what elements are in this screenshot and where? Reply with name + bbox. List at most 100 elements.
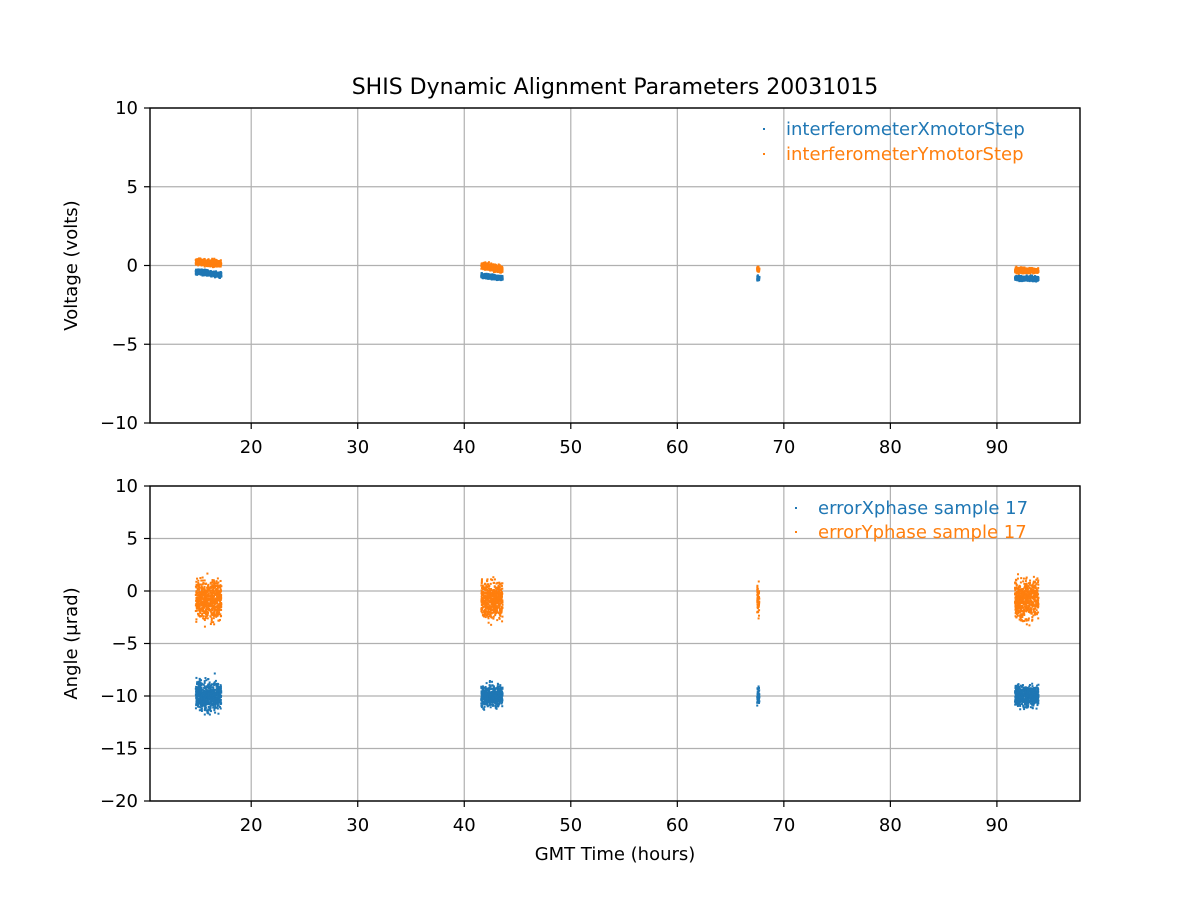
data-point bbox=[200, 262, 203, 265]
data-point bbox=[208, 713, 211, 716]
data-point bbox=[210, 699, 213, 702]
data-point bbox=[484, 698, 487, 701]
data-point bbox=[497, 268, 500, 271]
data-point bbox=[498, 698, 501, 701]
data-point bbox=[205, 709, 208, 712]
data-point bbox=[493, 694, 496, 697]
data-point bbox=[217, 263, 220, 266]
data-point bbox=[1030, 274, 1033, 277]
data-point bbox=[203, 709, 206, 712]
data-point bbox=[483, 702, 486, 705]
chart-title: SHIS Dynamic Alignment Parameters 200310… bbox=[352, 75, 879, 100]
data-point bbox=[204, 703, 207, 706]
data-point bbox=[481, 274, 484, 277]
data-point bbox=[480, 693, 483, 696]
data-point bbox=[487, 261, 490, 264]
data-point bbox=[483, 705, 486, 708]
series-interferometerxmotorstep bbox=[194, 268, 1040, 283]
data-point bbox=[218, 275, 221, 278]
data-point bbox=[494, 692, 497, 695]
data-point bbox=[490, 267, 493, 270]
data-point bbox=[480, 690, 483, 693]
data-point bbox=[195, 269, 198, 272]
data-point bbox=[495, 269, 498, 272]
data-point bbox=[487, 262, 490, 265]
data-point bbox=[501, 690, 504, 693]
data-point bbox=[497, 705, 500, 708]
data-point bbox=[217, 260, 220, 263]
data-point bbox=[214, 261, 217, 264]
data-point bbox=[213, 257, 216, 260]
data-point bbox=[212, 686, 215, 689]
data-point bbox=[492, 685, 495, 688]
data-point bbox=[212, 697, 215, 700]
data-point bbox=[206, 702, 209, 705]
data-cluster bbox=[756, 274, 761, 282]
data-point bbox=[488, 266, 491, 269]
data-point bbox=[203, 263, 206, 266]
data-point bbox=[213, 709, 216, 712]
data-point bbox=[1026, 276, 1029, 279]
data-point bbox=[1017, 271, 1020, 274]
data-point bbox=[1014, 278, 1017, 281]
data-point bbox=[201, 701, 204, 704]
data-point bbox=[1018, 685, 1021, 688]
data-point bbox=[484, 697, 487, 700]
data-point bbox=[1037, 683, 1040, 686]
data-point bbox=[196, 686, 199, 689]
data-point bbox=[214, 706, 217, 709]
data-point bbox=[756, 687, 759, 690]
data-point bbox=[486, 692, 489, 695]
data-point bbox=[489, 269, 492, 272]
data-point bbox=[219, 272, 222, 275]
data-point bbox=[205, 271, 208, 274]
data-point bbox=[756, 696, 759, 699]
data-point bbox=[196, 260, 199, 263]
data-point bbox=[208, 683, 211, 686]
data-point bbox=[206, 700, 209, 703]
data-point bbox=[757, 685, 760, 688]
data-point bbox=[758, 689, 761, 692]
data-point bbox=[217, 682, 220, 685]
data-point bbox=[499, 684, 502, 687]
data-point bbox=[211, 694, 214, 697]
data-point bbox=[203, 703, 206, 706]
data-point bbox=[757, 691, 760, 694]
data-point bbox=[495, 705, 498, 708]
data-point bbox=[205, 701, 208, 704]
data-point bbox=[484, 274, 487, 277]
data-point bbox=[199, 272, 202, 275]
data-point bbox=[494, 696, 497, 699]
data-point bbox=[1036, 270, 1039, 273]
data-point bbox=[219, 703, 222, 706]
data-point bbox=[495, 692, 498, 695]
data-point bbox=[480, 696, 483, 699]
data-point bbox=[211, 270, 214, 273]
data-point bbox=[198, 695, 201, 698]
data-point bbox=[1034, 270, 1037, 273]
data-point bbox=[481, 704, 484, 707]
data-point bbox=[201, 271, 204, 274]
data-point bbox=[205, 689, 208, 692]
data-point bbox=[215, 685, 218, 688]
data-point bbox=[206, 263, 209, 266]
legend-marker bbox=[763, 128, 765, 130]
data-point bbox=[207, 708, 210, 711]
data-point bbox=[213, 276, 216, 279]
data-point bbox=[495, 702, 498, 705]
data-point bbox=[196, 681, 199, 684]
data-point bbox=[756, 704, 759, 707]
data-point bbox=[1016, 705, 1019, 708]
data-point bbox=[1021, 277, 1024, 280]
data-point bbox=[216, 686, 219, 689]
data-point bbox=[209, 706, 212, 709]
data-point bbox=[491, 699, 494, 702]
data-point bbox=[1031, 701, 1034, 704]
data-point bbox=[205, 694, 208, 697]
data-point bbox=[213, 702, 216, 705]
data-point bbox=[483, 692, 486, 695]
data-point bbox=[208, 681, 211, 684]
data-point bbox=[219, 707, 222, 710]
data-point bbox=[201, 692, 204, 695]
data-point bbox=[489, 685, 492, 688]
